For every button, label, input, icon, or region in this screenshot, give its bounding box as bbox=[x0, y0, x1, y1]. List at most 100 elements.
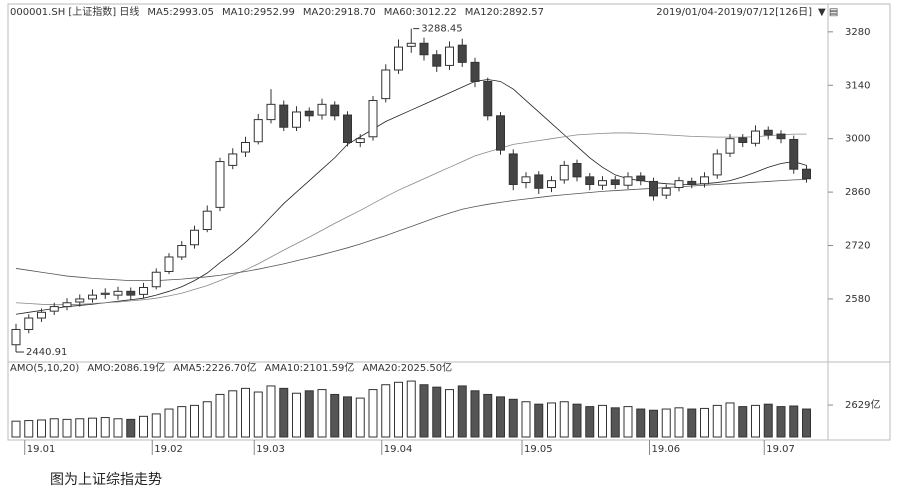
x-tick-label: 19.01 bbox=[27, 444, 56, 455]
volume-bar bbox=[202, 401, 212, 438]
volume-bar bbox=[623, 406, 633, 438]
candle-body bbox=[394, 46, 403, 71]
y-tick-label: 3140 bbox=[845, 80, 870, 91]
candle-body bbox=[585, 176, 595, 185]
volume-bar bbox=[432, 386, 442, 438]
header-text: AMO:2086.19亿 bbox=[87, 361, 165, 374]
volume-bar bbox=[266, 385, 276, 438]
candle-body bbox=[751, 130, 760, 144]
candle-body bbox=[368, 100, 378, 138]
header-text: MA5:2993.05 bbox=[147, 7, 214, 18]
volume-bar bbox=[585, 406, 595, 438]
volume-bar bbox=[292, 392, 301, 438]
volume-bar bbox=[700, 407, 709, 438]
volume-bar bbox=[445, 389, 454, 438]
candle-body bbox=[470, 61, 480, 82]
candle-body bbox=[725, 138, 735, 154]
volume-bar bbox=[381, 384, 391, 438]
candle-body bbox=[113, 290, 123, 296]
candle-body bbox=[406, 42, 416, 47]
candle-body bbox=[100, 292, 110, 295]
candle-body bbox=[534, 174, 544, 189]
volume-bar bbox=[355, 397, 365, 438]
candle-body bbox=[317, 103, 327, 116]
candle-body bbox=[330, 104, 340, 117]
volume-bar bbox=[241, 387, 250, 438]
candle-body bbox=[674, 180, 684, 189]
volume-bar bbox=[113, 418, 123, 438]
volume-bar bbox=[394, 381, 403, 438]
candle-body bbox=[598, 180, 607, 186]
x-tick-label: 19.07 bbox=[766, 444, 795, 455]
candle-body bbox=[521, 176, 531, 184]
candle-body bbox=[547, 180, 556, 189]
date-range: 2019/01/04-2019/07/12[126日] bbox=[656, 7, 812, 18]
candle-body bbox=[483, 80, 493, 117]
x-tick-label: 19.03 bbox=[256, 444, 285, 455]
volume-bar bbox=[763, 403, 773, 438]
volume-bar bbox=[368, 389, 378, 438]
volume-bar bbox=[139, 415, 148, 438]
volume-bar bbox=[62, 418, 72, 438]
x-tick-label: 19.04 bbox=[384, 444, 413, 455]
x-tick-label: 19.05 bbox=[524, 444, 553, 455]
ma-line bbox=[15, 132, 807, 306]
volume-bar bbox=[343, 396, 352, 438]
x-tick-label: 19.02 bbox=[154, 444, 183, 455]
candle-body bbox=[343, 114, 352, 143]
volume-bar bbox=[406, 380, 416, 438]
candle-body bbox=[37, 311, 46, 319]
candle-body bbox=[559, 164, 569, 181]
y-tick-label: 3000 bbox=[845, 134, 870, 145]
candle-body bbox=[139, 287, 148, 295]
volume-bar bbox=[37, 419, 46, 438]
candle-body bbox=[253, 119, 263, 143]
volume-bar bbox=[712, 404, 722, 438]
volume-bar bbox=[304, 390, 314, 438]
candle-body bbox=[649, 180, 658, 197]
volume-bar bbox=[738, 406, 748, 438]
volume-bar bbox=[636, 408, 646, 438]
candle-body bbox=[62, 302, 72, 308]
annotation: 2440.91 bbox=[26, 347, 67, 358]
volume-bar bbox=[11, 420, 21, 438]
volume-bar bbox=[100, 417, 110, 438]
candle-body bbox=[304, 110, 314, 117]
candle-body bbox=[88, 294, 97, 300]
x-tick-label: 19.06 bbox=[652, 444, 681, 455]
volume-bar bbox=[470, 390, 480, 438]
candle-body bbox=[49, 306, 59, 312]
candle-body bbox=[763, 129, 773, 136]
volume-bar bbox=[508, 398, 518, 438]
y-tick-label: 2580 bbox=[845, 294, 870, 305]
volume-bar bbox=[661, 408, 671, 438]
volume-bar bbox=[547, 402, 556, 438]
volume-bar bbox=[164, 408, 174, 438]
candle-body bbox=[610, 179, 620, 185]
candle-body bbox=[75, 298, 85, 303]
candle-body bbox=[802, 168, 811, 180]
candle-body bbox=[445, 46, 454, 66]
candle-body bbox=[789, 138, 799, 170]
candle-body bbox=[151, 271, 161, 288]
caption: 图为上证综指走势 bbox=[50, 472, 162, 488]
candle-body bbox=[190, 229, 199, 246]
header-text: 000001.SH [上证指数] 日线 bbox=[10, 5, 139, 18]
volume-bar bbox=[802, 408, 811, 438]
annotation: 3288.45 bbox=[421, 24, 462, 35]
volume-bar bbox=[789, 405, 799, 438]
y-tick-label: 2629亿 bbox=[845, 398, 880, 411]
candle-body bbox=[457, 44, 467, 63]
y-tick-label: 3280 bbox=[845, 27, 870, 38]
volume-bar bbox=[49, 418, 59, 438]
candle-body bbox=[228, 153, 238, 166]
ma-line bbox=[15, 179, 807, 282]
candle-body bbox=[11, 328, 21, 346]
volume-bar bbox=[215, 393, 225, 438]
volume-bar bbox=[279, 387, 289, 438]
candle-body bbox=[355, 138, 365, 143]
menu-icons[interactable]: ▼ ▤ bbox=[818, 7, 838, 18]
volume-bar bbox=[177, 406, 187, 438]
header-text: AMO(5,10,20) bbox=[10, 363, 79, 374]
